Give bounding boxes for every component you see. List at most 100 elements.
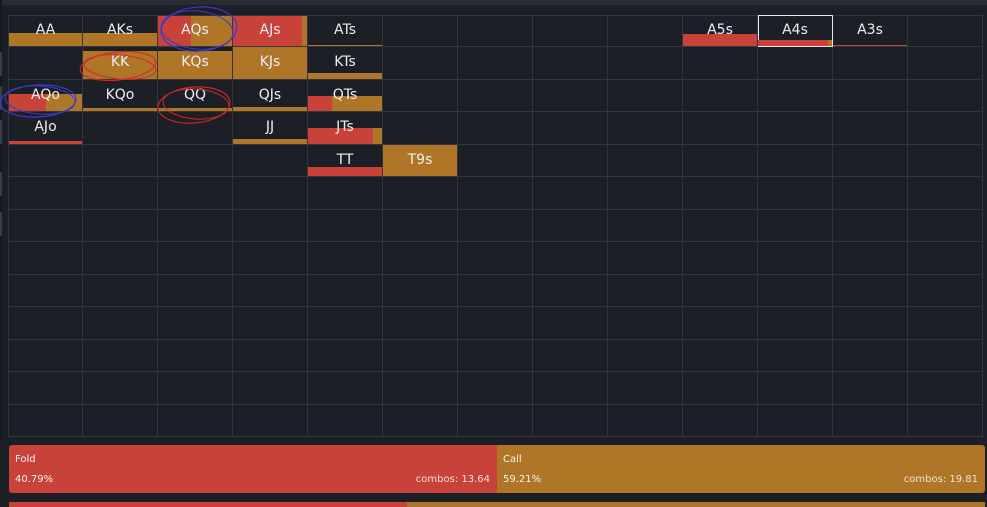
hand-cell-empty[interactable] xyxy=(758,242,833,275)
hand-cell-empty[interactable] xyxy=(608,15,683,48)
hand-cell-empty[interactable] xyxy=(383,209,458,243)
hand-cell-empty[interactable] xyxy=(758,177,833,210)
hand-cell-empty[interactable] xyxy=(608,144,683,178)
hand-cell-empty[interactable] xyxy=(233,307,308,340)
hand-cell-empty[interactable] xyxy=(758,404,833,437)
hand-cell-empty[interactable] xyxy=(83,209,158,243)
sidebar-tab[interactable] xyxy=(0,120,2,144)
hand-cell-empty[interactable] xyxy=(308,177,383,210)
hand-cell-empty[interactable] xyxy=(158,404,233,437)
hand-cell-ats[interactable]: ATs xyxy=(308,15,383,48)
hand-cell-empty[interactable] xyxy=(758,307,833,340)
hand-cell-empty[interactable] xyxy=(383,372,458,405)
hand-cell-empty[interactable] xyxy=(83,339,158,373)
hand-cell-tt[interactable]: TT xyxy=(308,144,383,178)
hand-cell-empty[interactable] xyxy=(908,372,983,405)
hand-cell-empty[interactable] xyxy=(8,177,83,210)
hand-cell-empty[interactable] xyxy=(758,47,833,80)
hand-cell-empty[interactable] xyxy=(683,112,758,145)
hand-cell-empty[interactable] xyxy=(83,274,158,308)
hand-cell-empty[interactable] xyxy=(758,274,833,308)
hand-cell-empty[interactable] xyxy=(533,144,608,178)
hand-cell-empty[interactable] xyxy=(8,339,83,373)
hand-cell-empty[interactable] xyxy=(158,177,233,210)
hand-cell-empty[interactable] xyxy=(608,404,683,437)
hand-cell-empty[interactable] xyxy=(533,15,608,48)
hand-cell-empty[interactable] xyxy=(683,144,758,178)
hand-cell-ajs[interactable]: AJs xyxy=(233,15,308,48)
hand-cell-empty[interactable] xyxy=(683,47,758,80)
hand-cell-empty[interactable] xyxy=(233,209,308,243)
hand-cell-empty[interactable] xyxy=(908,15,983,48)
hand-cell-empty[interactable] xyxy=(458,79,533,113)
hand-cell-empty[interactable] xyxy=(533,404,608,437)
hand-cell-empty[interactable] xyxy=(833,404,908,437)
hand-cell-empty[interactable] xyxy=(833,79,908,113)
hand-cell-a3s[interactable]: A3s xyxy=(833,15,908,48)
hand-cell-empty[interactable] xyxy=(8,404,83,437)
hand-cell-empty[interactable] xyxy=(83,242,158,275)
hand-cell-empty[interactable] xyxy=(458,144,533,178)
fold-summary[interactable]: Fold 40.79% combos: 13.64 xyxy=(9,445,497,493)
hand-cell-empty[interactable] xyxy=(308,339,383,373)
hand-cell-empty[interactable] xyxy=(608,242,683,275)
sidebar-tab[interactable] xyxy=(0,172,2,196)
hand-cell-aa[interactable]: AA xyxy=(8,15,83,48)
hand-cell-empty[interactable] xyxy=(458,339,533,373)
hand-cell-empty[interactable] xyxy=(233,372,308,405)
hand-cell-empty[interactable] xyxy=(533,339,608,373)
hand-cell-empty[interactable] xyxy=(8,274,83,308)
hand-cell-empty[interactable] xyxy=(308,404,383,437)
hand-cell-empty[interactable] xyxy=(383,242,458,275)
hand-cell-empty[interactable] xyxy=(608,177,683,210)
hand-cell-empty[interactable] xyxy=(158,209,233,243)
hand-cell-empty[interactable] xyxy=(758,339,833,373)
hand-cell-empty[interactable] xyxy=(533,47,608,80)
hand-cell-empty[interactable] xyxy=(908,47,983,80)
hand-cell-empty[interactable] xyxy=(8,372,83,405)
hand-cell-empty[interactable] xyxy=(158,112,233,145)
hand-cell-empty[interactable] xyxy=(83,372,158,405)
hand-cell-empty[interactable] xyxy=(383,47,458,80)
hand-cell-empty[interactable] xyxy=(683,274,758,308)
hand-cell-empty[interactable] xyxy=(308,372,383,405)
hand-cell-empty[interactable] xyxy=(608,372,683,405)
hand-cell-empty[interactable] xyxy=(833,144,908,178)
hand-cell-kjs[interactable]: KJs xyxy=(233,47,308,80)
hand-cell-empty[interactable] xyxy=(233,404,308,437)
hand-cell-kqo[interactable]: KQo xyxy=(83,79,158,113)
hand-cell-empty[interactable] xyxy=(383,79,458,113)
hand-cell-aqo[interactable]: AQo xyxy=(8,79,83,113)
hand-cell-empty[interactable] xyxy=(758,372,833,405)
hand-cell-empty[interactable] xyxy=(8,144,83,178)
hand-cell-empty[interactable] xyxy=(158,144,233,178)
hand-cell-empty[interactable] xyxy=(458,404,533,437)
sidebar-tab[interactable] xyxy=(0,212,2,236)
hand-cell-empty[interactable] xyxy=(308,242,383,275)
hand-cell-empty[interactable] xyxy=(383,339,458,373)
hand-cell-empty[interactable] xyxy=(683,242,758,275)
hand-cell-empty[interactable] xyxy=(533,209,608,243)
hand-cell-empty[interactable] xyxy=(683,177,758,210)
hand-cell-empty[interactable] xyxy=(608,274,683,308)
sidebar-tab[interactable] xyxy=(0,52,2,76)
hand-cell-empty[interactable] xyxy=(308,307,383,340)
hand-cell-empty[interactable] xyxy=(908,404,983,437)
hand-cell-qts[interactable]: QTs xyxy=(308,79,383,113)
call-summary[interactable]: Call 59.21% combos: 19.81 xyxy=(497,445,985,493)
hand-cell-empty[interactable] xyxy=(683,79,758,113)
hand-cell-empty[interactable] xyxy=(608,209,683,243)
hand-cell-empty[interactable] xyxy=(8,209,83,243)
hand-cell-qq[interactable]: QQ xyxy=(158,79,233,113)
hand-cell-empty[interactable] xyxy=(458,242,533,275)
hand-cell-empty[interactable] xyxy=(308,209,383,243)
hand-cell-empty[interactable] xyxy=(233,144,308,178)
hand-cell-empty[interactable] xyxy=(533,79,608,113)
hand-cell-empty[interactable] xyxy=(833,339,908,373)
hand-cell-empty[interactable] xyxy=(908,242,983,275)
hand-cell-empty[interactable] xyxy=(158,242,233,275)
hand-cell-empty[interactable] xyxy=(908,307,983,340)
hand-cell-empty[interactable] xyxy=(608,339,683,373)
hand-cell-empty[interactable] xyxy=(383,307,458,340)
hand-cell-empty[interactable] xyxy=(458,372,533,405)
